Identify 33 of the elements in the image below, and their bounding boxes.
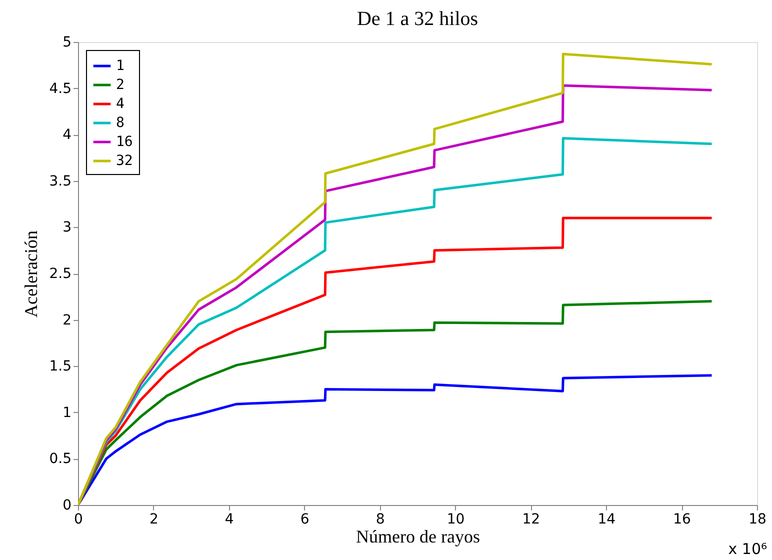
legend-label: 16 bbox=[116, 134, 133, 150]
legend-label: 2 bbox=[116, 77, 124, 93]
line-series bbox=[78, 374, 713, 505]
y-tick-label: 3 bbox=[62, 220, 72, 236]
x-tick-label: 4 bbox=[224, 512, 234, 528]
y-tick-label: 3.5 bbox=[49, 173, 72, 190]
x-tick-label: 6 bbox=[300, 512, 310, 528]
x-tick-label: 18 bbox=[748, 512, 766, 528]
x-tick-label: 14 bbox=[598, 512, 616, 528]
line-series bbox=[78, 300, 713, 505]
y-tick-label: 2.5 bbox=[49, 266, 72, 282]
legend-label: 4 bbox=[116, 96, 124, 112]
y-tick-label: 1.5 bbox=[49, 358, 72, 375]
text: x 10⁶ bbox=[728, 540, 767, 558]
y-tick-label: 1 bbox=[62, 404, 72, 421]
chart-title: De 1 a 32 hilos bbox=[356, 8, 478, 30]
y-tick-label: 4 bbox=[62, 127, 72, 144]
y-tick-label: 0 bbox=[62, 498, 72, 514]
y-axis-title: Aceleración bbox=[21, 230, 42, 318]
x-tick-label: 2 bbox=[149, 512, 158, 528]
x-tick-label: 12 bbox=[522, 512, 540, 528]
x-axis-title: Número de rayos bbox=[356, 526, 480, 546]
y-tick-label: 0.5 bbox=[49, 451, 72, 468]
legend-label: 1 bbox=[116, 58, 124, 74]
x-tick-label: 10 bbox=[446, 512, 465, 528]
x-tick-label: 0 bbox=[74, 512, 83, 528]
y-tick-label: 2 bbox=[62, 312, 72, 328]
legend-label: 8 bbox=[116, 115, 124, 131]
y-tick-label: 5 bbox=[62, 34, 72, 50]
legend-label: 32 bbox=[116, 153, 133, 169]
x-tick-label: 8 bbox=[376, 512, 385, 528]
x-tick-label: 16 bbox=[673, 512, 692, 528]
y-tick-label: 4.5 bbox=[49, 80, 72, 97]
